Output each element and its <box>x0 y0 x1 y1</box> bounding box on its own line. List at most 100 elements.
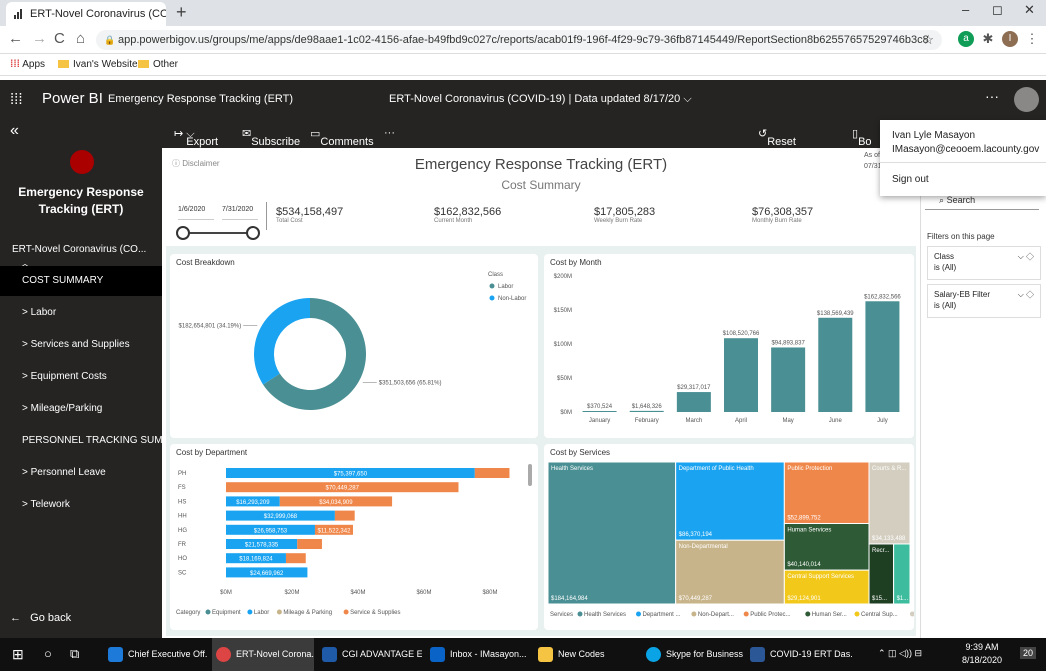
bar <box>226 468 475 478</box>
legend-title: Category <box>176 610 200 616</box>
y-tick-label: $200M <box>554 274 572 280</box>
filter-card-salary[interactable]: Salary-EB Filter is (All) ⌵ ◇ <box>927 284 1041 318</box>
go-back-button[interactable]: ← Go back <box>10 612 72 624</box>
sidebar-item-services[interactable]: > Services and Supplies <box>22 339 130 350</box>
bar <box>474 468 510 478</box>
cell-value: $86,370,194 <box>679 532 713 538</box>
system-tray-icons[interactable]: ⌃ ◫ ◁)) ⊟ <box>878 648 923 658</box>
collapse-icon[interactable]: « <box>10 122 19 139</box>
profile-avatar[interactable]: I <box>1002 31 1018 47</box>
slider-start-handle[interactable] <box>176 226 190 240</box>
account-avatar[interactable] <box>1014 87 1039 112</box>
cell-name: Human Services <box>787 527 831 533</box>
data-label: $16,293,209 <box>236 500 270 506</box>
bar <box>297 539 322 549</box>
forward-icon[interactable]: → <box>32 30 47 47</box>
app-name: Emergency Response Tracking (ERT) <box>18 185 144 216</box>
more-options-icon[interactable]: ··· <box>985 88 999 104</box>
section-header[interactable]: ERT-Novel Coronavirus (CO... ︿ <box>12 244 147 270</box>
taskbar-item-outlook[interactable]: Inbox - IMasayon... <box>426 638 530 671</box>
sidebar-item-mileage[interactable]: > Mileage/Parking <box>22 403 103 414</box>
subscribe-button[interactable]: ✉ Subscribe <box>242 128 301 148</box>
minimize-button[interactable]: – <box>962 2 970 17</box>
workspace-name[interactable]: Emergency Response Tracking (ERT) <box>108 93 294 105</box>
date-end-input[interactable]: 7/31/2020 <box>222 206 258 220</box>
restore-button[interactable]: ◻ <box>992 2 1003 17</box>
bookmark-star-icon[interactable]: ☆ <box>922 32 934 47</box>
treemap-cell <box>783 461 870 524</box>
legend-label: Non-Depart... <box>698 612 734 618</box>
slice-label: $351,503,656 (65.81%) <box>379 381 442 387</box>
windows-start-icon[interactable]: ⊞ <box>12 646 24 662</box>
cell-name: Courts & R... <box>872 466 907 472</box>
bookmark-ivans-websites[interactable]: Ivan's Websites <box>58 54 143 76</box>
sidebar-item-leave[interactable]: > Personnel Leave <box>22 467 106 478</box>
date-range-slider[interactable] <box>176 226 260 240</box>
sidebar-item-personnel[interactable]: PERSONNEL TRACKING SUM... <box>22 435 162 446</box>
legend-dot <box>247 609 253 615</box>
system-clock[interactable]: 9:39 AM 8/18/2020 <box>962 642 1003 665</box>
report-sidebar: « Emergency Response Tracking (ERT) ERT-… <box>0 118 162 638</box>
comments-button[interactable]: ▭ Comments <box>310 128 374 148</box>
taskbar-item-ie[interactable]: Chief Executive Off... <box>104 638 208 671</box>
cell-value: $40,140,014 <box>787 562 821 568</box>
more-options-icon[interactable]: ··· <box>384 127 395 139</box>
close-window-button[interactable]: ✕ <box>1024 2 1035 17</box>
search-icon[interactable]: ○ <box>44 646 52 661</box>
notification-badge[interactable]: 20 <box>1020 647 1037 659</box>
date-start-input[interactable]: 1/6/2020 <box>178 206 214 220</box>
powerbi-brand[interactable]: Power BI <box>42 90 103 107</box>
y-tick-label: HG <box>178 528 187 534</box>
home-icon[interactable]: ⌂ <box>76 30 86 47</box>
sidebar-item-labor[interactable]: > Labor <box>22 307 57 318</box>
bookmarks-button[interactable]: ▯ Bo <box>852 128 872 148</box>
sidebar-item-telework[interactable]: > Telework <box>22 499 70 510</box>
data-label: $75,397,650 <box>334 472 368 478</box>
sidebar-item-cost-summary[interactable]: COST SUMMARY <box>0 266 162 296</box>
bookmark-other[interactable]: Other <box>138 54 178 76</box>
address-bar-row: ← → C ⌂ 🔒 app.powerbigov.us/groups/me/ap… <box>0 26 1046 54</box>
treemap-cell <box>675 539 785 605</box>
report-title-dropdown[interactable]: ERT-Novel Coronavirus (COVID-19) | Data … <box>389 93 692 105</box>
chrome-menu-icon[interactable]: ⋮ <box>1025 31 1039 46</box>
y-tick-label: FR <box>178 542 187 548</box>
data-label: $21,578,335 <box>245 543 279 549</box>
taskbar-item-cgi[interactable]: CGI ADVANTAGE E... <box>318 638 422 671</box>
kpi-monthly-burn: $76,308,357 Monthly Burn Rate <box>752 206 814 224</box>
cost-by-services-chart: Health Services $184,164,984 Department of… <box>547 461 956 618</box>
filter-card-class[interactable]: Class is (All) ⌵ ◇ <box>927 246 1041 280</box>
filters-heading: Filters on this page <box>927 232 995 241</box>
slider-end-handle[interactable] <box>246 226 260 240</box>
back-icon[interactable]: ← <box>8 30 23 47</box>
sidebar-item-equipment[interactable]: > Equipment Costs <box>22 371 107 382</box>
export-button[interactable]: ↦ Export ⌵ <box>174 128 219 148</box>
treemap-cell <box>547 461 677 605</box>
new-tab-button[interactable]: + <box>176 2 187 22</box>
legend-label: Human Ser... <box>812 612 847 618</box>
extension-icon[interactable]: a <box>958 31 974 47</box>
sign-out-link[interactable]: Sign out <box>892 174 929 185</box>
data-label: $32,999,068 <box>264 514 298 520</box>
disclaimer-link[interactable]: ⓘ Disclaimer <box>172 159 220 168</box>
cost-by-services-title: Cost by Services <box>550 448 611 457</box>
taskbar-item-word[interactable]: COVID-19 ERT Das... <box>746 638 852 671</box>
reset-button[interactable]: ↺ Reset to default <box>758 128 800 172</box>
puzzle-icon[interactable]: ✱ <box>982 31 994 46</box>
task-view-icon[interactable]: ⧉ <box>70 646 80 661</box>
cell-name: Non-Departmental <box>679 544 728 550</box>
browser-tab[interactable]: ERT-Novel Coronavirus (COVID-19) <box>6 2 166 26</box>
x-tick-label: April <box>735 418 747 424</box>
url-input[interactable]: 🔒 app.powerbigov.us/groups/me/apps/de98a… <box>96 30 942 50</box>
taskbar-item-skype[interactable]: Skype for Business <box>642 638 746 671</box>
account-email: IMasayon@ceooem.lacounty.gov <box>892 144 1040 155</box>
y-tick-label: HO <box>178 556 187 562</box>
treemap-cell <box>893 543 911 605</box>
app-launcher-icon[interactable]: ⁞⁞⁞ <box>10 91 23 108</box>
reload-icon[interactable]: C <box>54 30 65 47</box>
taskbar-item-chrome[interactable]: ERT-Novel Corona... <box>212 638 314 671</box>
y-tick-label: PH <box>178 471 186 477</box>
filter-search-input[interactable]: ⌕ Search <box>925 190 1039 210</box>
legend-dot <box>743 611 749 617</box>
taskbar-item-folder[interactable]: New Codes <box>534 638 638 671</box>
bookmark-apps[interactable]: ⁞⁞⁞ Apps <box>10 59 46 70</box>
